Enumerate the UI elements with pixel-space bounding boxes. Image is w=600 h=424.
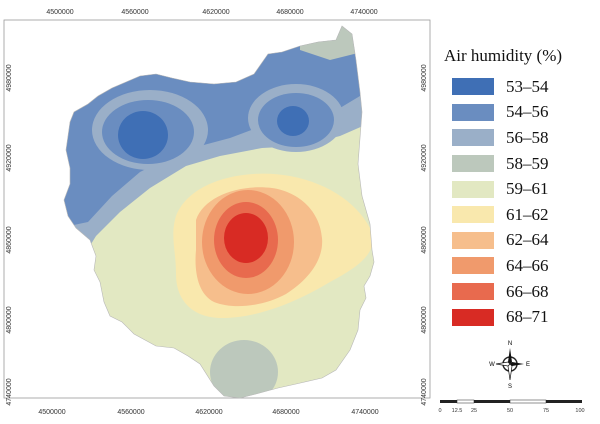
scale-tick-label: 25: [471, 408, 477, 414]
x-tick-label: 4620000: [195, 409, 222, 416]
y-tick-label: 4800000: [421, 306, 428, 333]
legend-label: 68–71: [506, 307, 549, 327]
scale-tick-label: 0: [438, 408, 441, 414]
scale-tick-label: 12.5: [452, 408, 463, 414]
legend-item: 54–56: [440, 100, 596, 126]
legend-item: 68–71: [440, 304, 596, 330]
y-tick-label: 4740000: [421, 378, 428, 405]
y-tick-label: 4860000: [421, 226, 428, 253]
y-axis-right: 4980000 4920000 4860000 4800000 4740000: [421, 64, 428, 405]
legend-label: 54–56: [506, 102, 549, 122]
legend-title: Air humidity (%): [444, 46, 563, 65]
y-axis-left: 4980000 4920000 4860000 4800000 4740000: [6, 64, 13, 405]
west-label: W: [489, 362, 495, 368]
x-tick-label: 4500000: [38, 409, 65, 416]
north-label: N: [508, 341, 512, 347]
region-outline: [63, 25, 375, 399]
legend-item: 59–61: [440, 176, 596, 202]
scale-tick-label: 100: [575, 408, 584, 414]
legend-label: 53–54: [506, 76, 549, 96]
x-tick-label: 4620000: [202, 9, 229, 16]
legend-item: 62–64: [440, 228, 596, 254]
y-tick-label: 4860000: [6, 226, 13, 253]
legend-label: 64–66: [506, 255, 549, 275]
legend-item: 64–66: [440, 253, 596, 279]
legend-swatch: [452, 283, 494, 301]
legend-label: 62–64: [506, 230, 549, 250]
legend-swatch: [452, 129, 494, 147]
map-frame-border: [3, 19, 431, 399]
east-label: E: [526, 362, 530, 368]
scale-bar: 0 12.5 25 50 75 100: [438, 399, 585, 414]
y-tick-label: 4800000: [6, 306, 13, 333]
zone-53-54: [277, 106, 309, 136]
scale-tick-label: 75: [543, 408, 549, 414]
south-label: S: [508, 384, 512, 390]
legend-label: 58–59: [506, 153, 549, 173]
legend-item: 53–54: [440, 74, 596, 100]
x-axis-bottom: 4500000 4560000 4620000 4680000 4740000: [38, 409, 378, 416]
x-tick-label: 4740000: [350, 9, 377, 16]
legend-swatch: [452, 155, 494, 173]
x-tick-label: 4560000: [117, 409, 144, 416]
legend-item: 61–62: [440, 202, 596, 228]
legend-swatch: [452, 206, 494, 224]
x-tick-label: 4740000: [351, 409, 378, 416]
legend-swatch: [452, 257, 494, 275]
y-tick-label: 4980000: [6, 64, 13, 91]
zone-58-59: [300, 26, 374, 60]
x-tick-label: 4680000: [276, 9, 303, 16]
legend-label: 59–61: [506, 179, 549, 199]
legend: Air humidity (%) 53–54 54–56 56–58 58–59 59–…: [440, 46, 596, 330]
x-tick-label: 4560000: [121, 9, 148, 16]
legend-swatch: [452, 308, 494, 326]
legend-item: 56–58: [440, 125, 596, 151]
zone-58-59: [210, 340, 278, 398]
legend-label: 66–68: [506, 281, 549, 301]
y-tick-label: 4740000: [6, 378, 13, 405]
legend-swatch: [452, 78, 494, 96]
x-tick-label: 4680000: [272, 409, 299, 416]
zone-53-54: [118, 111, 168, 159]
y-tick-label: 4920000: [421, 144, 428, 171]
humidity-zones: [64, 26, 374, 398]
y-tick-label: 4980000: [421, 64, 428, 91]
humidity-map: 4500000 4560000 4620000 4680000 4740000 …: [3, 9, 431, 416]
zone-68-71: [224, 213, 268, 263]
north-arrow-icon: N S W E: [489, 341, 530, 390]
legend-label: 56–58: [506, 127, 549, 147]
legend-swatch: [452, 231, 494, 249]
x-axis-top: 4500000 4560000 4620000 4680000 4740000: [46, 9, 377, 16]
legend-list: 53–54 54–56 56–58 58–59 59–61 61–62 62–64 64–66…: [440, 74, 596, 330]
x-tick-label: 4500000: [46, 9, 73, 16]
legend-item: 58–59: [440, 151, 596, 177]
legend-swatch: [452, 180, 494, 198]
y-tick-label: 4920000: [6, 144, 13, 171]
legend-item: 66–68: [440, 279, 596, 305]
scale-tick-label: 50: [507, 408, 513, 414]
legend-swatch: [452, 103, 494, 121]
legend-label: 61–62: [506, 204, 549, 224]
